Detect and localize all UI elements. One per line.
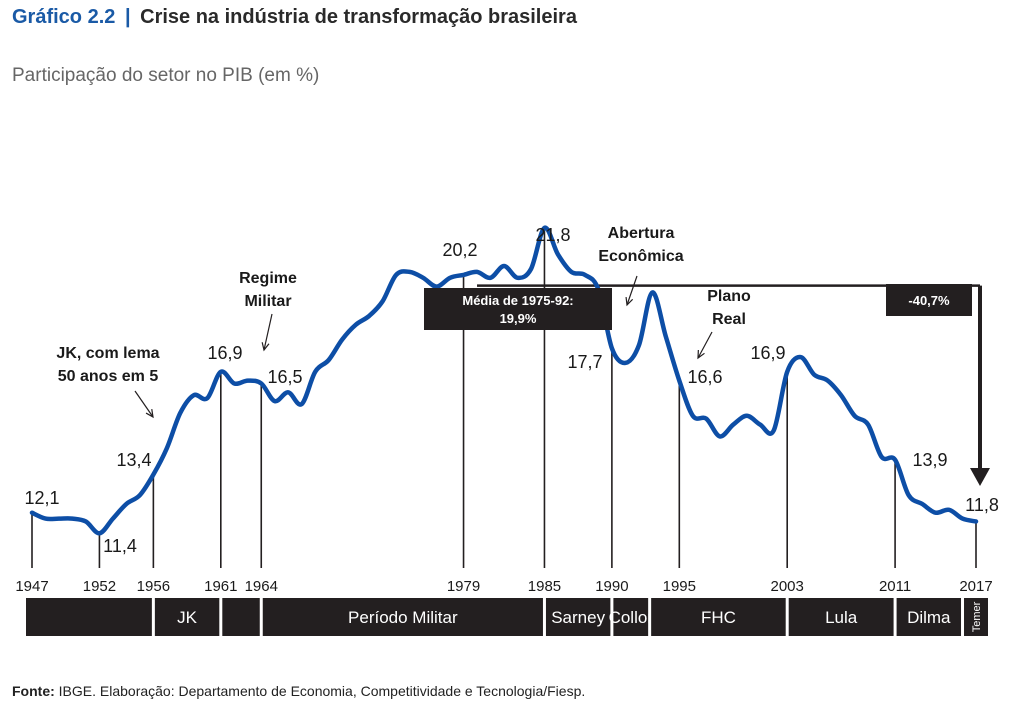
title-separator: | xyxy=(124,6,131,28)
x-tick-1956: 1956 xyxy=(137,578,170,595)
point-label-2011: 13,9 xyxy=(912,450,947,470)
period-4 xyxy=(262,598,543,636)
annotation-arrowhead-regime xyxy=(261,342,270,352)
annotation-jk-line-1: JK, com lema xyxy=(56,345,159,362)
annotation-arrow-abertura xyxy=(626,275,638,306)
point-label-1947: 12,1 xyxy=(24,488,59,508)
period-label-4: Período Militar xyxy=(348,608,458,627)
point-label-2003: 16,9 xyxy=(750,343,785,363)
annotation-arrow-plano xyxy=(697,331,713,359)
average-box xyxy=(424,288,612,330)
point-label-1964: 16,5 xyxy=(267,367,302,387)
drop-arrow-head xyxy=(970,468,990,486)
average-box-value: 19,9% xyxy=(500,311,537,326)
chart-title-row: Gráfico 2.2 | Crise na indústria de tran… xyxy=(12,6,577,29)
x-tick-1964: 1964 xyxy=(245,578,278,595)
x-tick-1990: 1990 xyxy=(595,578,628,595)
period-2 xyxy=(154,598,220,636)
point-label-1979: 20,2 xyxy=(442,240,477,260)
period-10 xyxy=(964,598,988,636)
point-label-2017: 11,8 xyxy=(965,495,999,515)
annotation-abertura-line-1: Abertura xyxy=(608,225,675,242)
point-label-1985: 21,8 xyxy=(535,225,570,245)
drop-box-value: -40,7% xyxy=(908,293,950,308)
period-3 xyxy=(222,598,260,636)
annotation-arrowhead-plano xyxy=(697,349,705,360)
annotation-plano-line-2: Real xyxy=(712,311,746,328)
x-tick-1952: 1952 xyxy=(83,578,116,595)
chart-header: Gráfico 2.2 | Crise na indústria de tran… xyxy=(12,6,577,29)
annotation-arrowhead-jk xyxy=(145,409,154,419)
annotation-abertura-line-2: Econômica xyxy=(598,248,683,265)
period-8 xyxy=(788,598,894,636)
source-label: Fonte: xyxy=(12,683,55,699)
x-tick-1961: 1961 xyxy=(204,578,237,595)
source-note: Fonte: IBGE. Elaboração: Departamento de… xyxy=(12,683,585,699)
series-line xyxy=(29,225,979,536)
point-label-1961: 16,9 xyxy=(207,343,242,363)
period-6 xyxy=(613,598,649,636)
x-tick-1985: 1985 xyxy=(528,578,561,595)
x-tick-1979: 1979 xyxy=(447,578,480,595)
period-label-5: Sarney xyxy=(551,608,605,627)
period-label-8: Lula xyxy=(825,608,858,627)
x-tick-2003: 2003 xyxy=(771,578,804,595)
average-box-label: Média de 1975-92: xyxy=(462,293,573,308)
annotation-arrow-jk xyxy=(134,390,154,418)
annotation-regime-line-2: Militar xyxy=(244,293,291,310)
point-label-1956: 13,4 xyxy=(116,450,151,470)
point-label-1952: 11,4 xyxy=(103,536,137,556)
period-7 xyxy=(651,598,786,636)
annotation-jk-line-2: 50 anos em 5 xyxy=(58,368,159,385)
period-label-7: FHC xyxy=(701,608,736,627)
period-label-9: Dilma xyxy=(907,608,951,627)
period-label-6: Collor xyxy=(609,608,654,627)
annotation-arrow-regime xyxy=(263,313,273,351)
x-tick-1995: 1995 xyxy=(663,578,696,595)
source-text: IBGE. Elaboração: Departamento de Econom… xyxy=(58,683,586,699)
chart-number: Gráfico 2.2 xyxy=(12,6,116,28)
x-tick-2017: 2017 xyxy=(959,578,992,595)
chart-title: Crise na indústria de transformação bras… xyxy=(140,6,577,28)
point-label-1990: 17,7 xyxy=(567,352,602,372)
period-9 xyxy=(896,598,962,636)
drop-box xyxy=(886,284,972,316)
period-label-2: JK xyxy=(177,608,198,627)
point-label-1995: 16,6 xyxy=(687,367,722,387)
annotation-plano-line-1: Plano xyxy=(707,288,751,305)
period-1 xyxy=(26,598,152,636)
annotation-regime-line-1: Regime xyxy=(239,270,297,287)
chart-subtitle: Participação do setor no PIB (em %) xyxy=(12,65,320,86)
x-tick-2011: 2011 xyxy=(879,578,911,595)
x-tick-1947: 1947 xyxy=(15,578,48,595)
period-5 xyxy=(545,598,611,636)
period-label-10: Temer xyxy=(971,601,983,632)
annotation-arrowhead-abertura xyxy=(625,296,634,307)
